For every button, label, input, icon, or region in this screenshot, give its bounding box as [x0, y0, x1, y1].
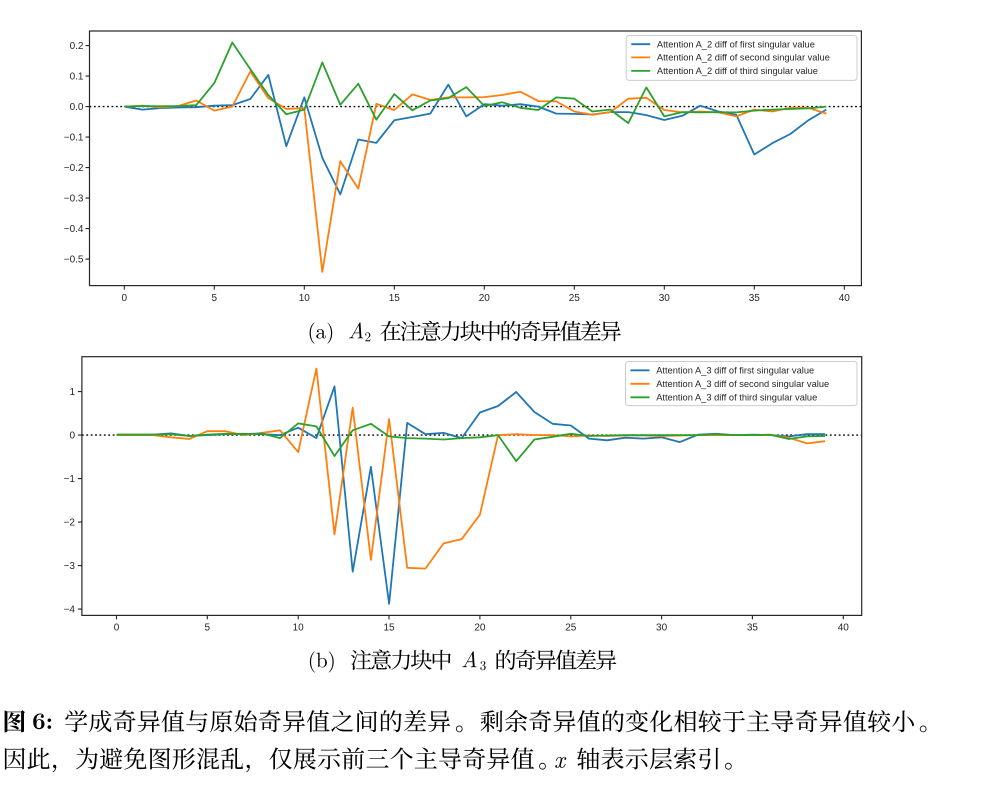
svg-text:25: 25	[565, 623, 577, 634]
svg-text:0: 0	[122, 293, 128, 304]
svg-text:1: 1	[69, 387, 75, 398]
svg-text:Attention A_2 diff of first si: Attention A_2 diff of first singular val…	[657, 39, 815, 49]
svg-text:−1: −1	[64, 474, 76, 485]
svg-text:35: 35	[747, 623, 759, 634]
svg-text:−0.2: −0.2	[64, 163, 84, 174]
svg-text:−3: −3	[64, 561, 76, 572]
svg-text:0: 0	[114, 623, 120, 634]
svg-text:10: 10	[299, 293, 311, 304]
svg-text:35: 35	[749, 293, 761, 304]
svg-text:10: 10	[293, 623, 305, 634]
svg-text:Attention A_3 diff of first si: Attention A_3 diff of first singular val…	[656, 366, 814, 376]
svg-text:Attention A_3 diff of second s: Attention A_3 diff of second singular va…	[656, 379, 829, 389]
svg-text:40: 40	[839, 293, 851, 304]
svg-text:Attention A_3 diff of third si: Attention A_3 diff of third singular val…	[656, 393, 817, 403]
svg-text:20: 20	[474, 623, 486, 634]
svg-text:30: 30	[656, 623, 668, 634]
svg-text:−2: −2	[64, 518, 76, 529]
svg-text:0: 0	[69, 431, 75, 442]
svg-text:5: 5	[212, 293, 218, 304]
svg-text:0.1: 0.1	[70, 72, 84, 83]
svg-text:0.2: 0.2	[70, 41, 84, 52]
svg-text:−0.4: −0.4	[64, 224, 84, 235]
svg-text:Attention A_2 diff of second s: Attention A_2 diff of second singular va…	[657, 53, 830, 63]
svg-text:−0.5: −0.5	[64, 255, 84, 266]
svg-text:15: 15	[383, 623, 395, 634]
svg-text:−0.1: −0.1	[64, 133, 84, 144]
svg-text:40: 40	[838, 623, 850, 634]
svg-text:20: 20	[479, 293, 491, 304]
svg-text:30: 30	[659, 293, 671, 304]
svg-text:−0.3: −0.3	[64, 194, 84, 205]
svg-text:5: 5	[205, 623, 211, 634]
svg-text:25: 25	[569, 293, 581, 304]
svg-text:Attention A_2 diff of third si: Attention A_2 diff of third singular val…	[657, 66, 818, 76]
svg-text:−4: −4	[64, 605, 76, 616]
svg-text:0.0: 0.0	[70, 102, 84, 113]
svg-text:15: 15	[389, 293, 401, 304]
